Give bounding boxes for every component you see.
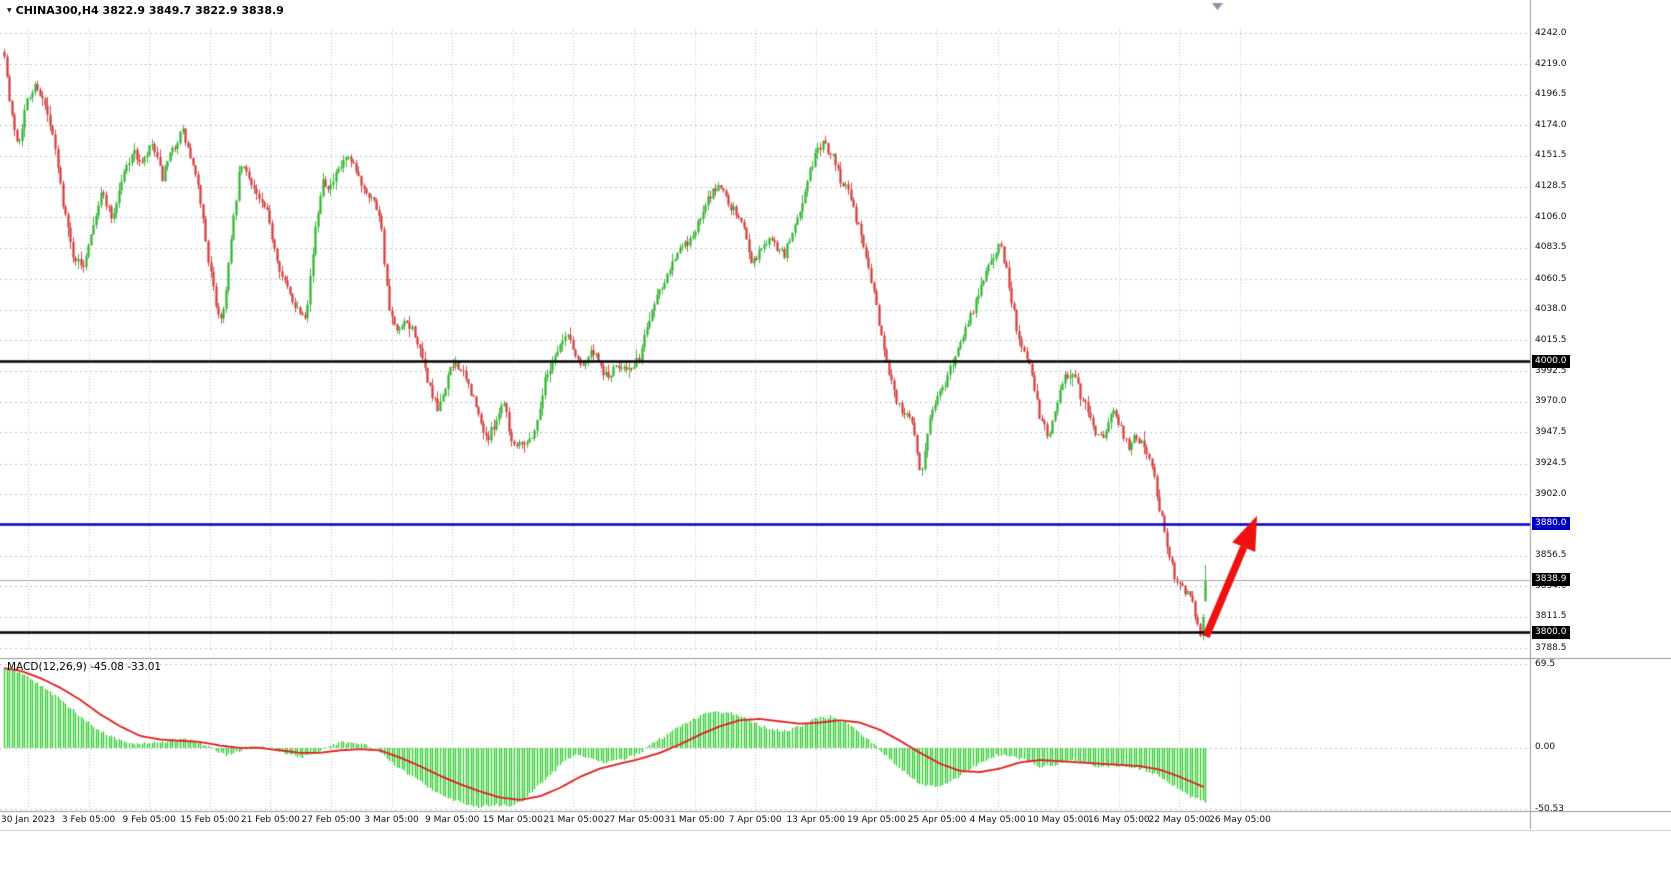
price-level-badge: 3800.0: [1532, 625, 1570, 639]
price-tick-label: 4196.5: [1535, 89, 1567, 100]
time-tick-label: 25 Apr 05:00: [907, 815, 967, 825]
time-tick-label: 10 May 05:00: [1027, 815, 1090, 825]
macd-tick-label: -50.53: [1535, 803, 1565, 814]
price-tick-label: 3811.5: [1535, 611, 1567, 622]
price-tick-label: 4060.5: [1535, 273, 1567, 284]
time-tick-label: 13 Apr 05:00: [786, 815, 846, 825]
time-tick-label: 31 Mar 05:00: [664, 815, 725, 825]
time-tick-label: 26 May 05:00: [1209, 815, 1271, 825]
price-level-badge: 3880.0: [1532, 517, 1570, 531]
macd-tick-label: 69.5: [1535, 658, 1556, 669]
price-tick-label: 3947.5: [1535, 426, 1567, 437]
time-tick-label: 22 May 05:00: [1148, 815, 1211, 825]
time-tick-label: 30 Jan 2023: [1, 815, 55, 825]
time-tick-label: 21 Mar 05:00: [543, 815, 604, 825]
price-tick-label: 4106.0: [1535, 211, 1567, 222]
price-tick-label: 4219.0: [1535, 58, 1567, 69]
price-tick-label: 4015.5: [1535, 334, 1567, 345]
price-tick-label: 4038.0: [1535, 304, 1567, 315]
price-tick-label: 4083.5: [1535, 242, 1567, 253]
time-tick-label: 9 Mar 05:00: [425, 815, 480, 825]
price-tick-label: 3902.0: [1535, 488, 1567, 499]
price-tick-label: 4151.5: [1535, 150, 1567, 161]
symbol-marker-icon: ▼: [7, 6, 12, 14]
time-tick-label: 27 Mar 05:00: [603, 815, 665, 825]
price-tick-label: 4128.5: [1535, 181, 1567, 192]
time-tick-label: 19 Apr 05:00: [847, 815, 906, 825]
price-level-badge: 4000.0: [1532, 354, 1570, 368]
time-tick-label: 15 Mar 05:00: [482, 815, 543, 825]
time-tick-label: 3 Feb 05:00: [61, 815, 116, 825]
symbol-ohlc-label: CHINA300,H4 3822.9 3849.7 3822.9 3838.9: [15, 4, 284, 17]
price-tick-label: 4174.0: [1535, 119, 1567, 130]
price-tick-label: 3992.5: [1535, 365, 1567, 376]
time-tick-label: 4 May 05:00: [969, 815, 1026, 825]
time-tick-label: 27 Feb 05:00: [301, 815, 361, 825]
time-tick-label: 9 Feb 05:00: [122, 815, 176, 825]
price-tick-label: 3970.0: [1535, 396, 1567, 407]
symbol-header: ▼ CHINA300,H4 3822.9 3849.7 3822.9 3838.…: [7, 4, 284, 17]
time-tick-label: 16 May 05:00: [1087, 815, 1150, 825]
price-tick-label: 3856.5: [1535, 550, 1567, 561]
current-price-badge: 3838.9: [1532, 573, 1570, 587]
macd-indicator-label: MACD(12,26,9) -45.08 -33.01: [7, 661, 162, 673]
time-tick-label: 21 Feb 05:00: [240, 815, 300, 825]
price-tick-label: 3924.5: [1535, 458, 1567, 469]
macd-tick-label: 0.00: [1535, 742, 1556, 753]
time-tick-label: 7 Apr 05:00: [728, 815, 782, 825]
time-tick-label: 15 Feb 05:00: [180, 815, 240, 825]
time-axis[interactable]: 30 Jan 2023 3 Feb 05:00 9 Feb 05:00 15 Feb …: [0, 813, 1531, 831]
price-axis[interactable]: 4242.0 4219.0 4196.5 4174.0 4151.5 4128.5 4106…: [1531, 0, 1669, 832]
price-tick-label: 4242.0: [1535, 27, 1567, 38]
time-tick-label: 3 Mar 05:00: [364, 815, 419, 825]
price-tick-label: 3788.5: [1535, 642, 1567, 653]
